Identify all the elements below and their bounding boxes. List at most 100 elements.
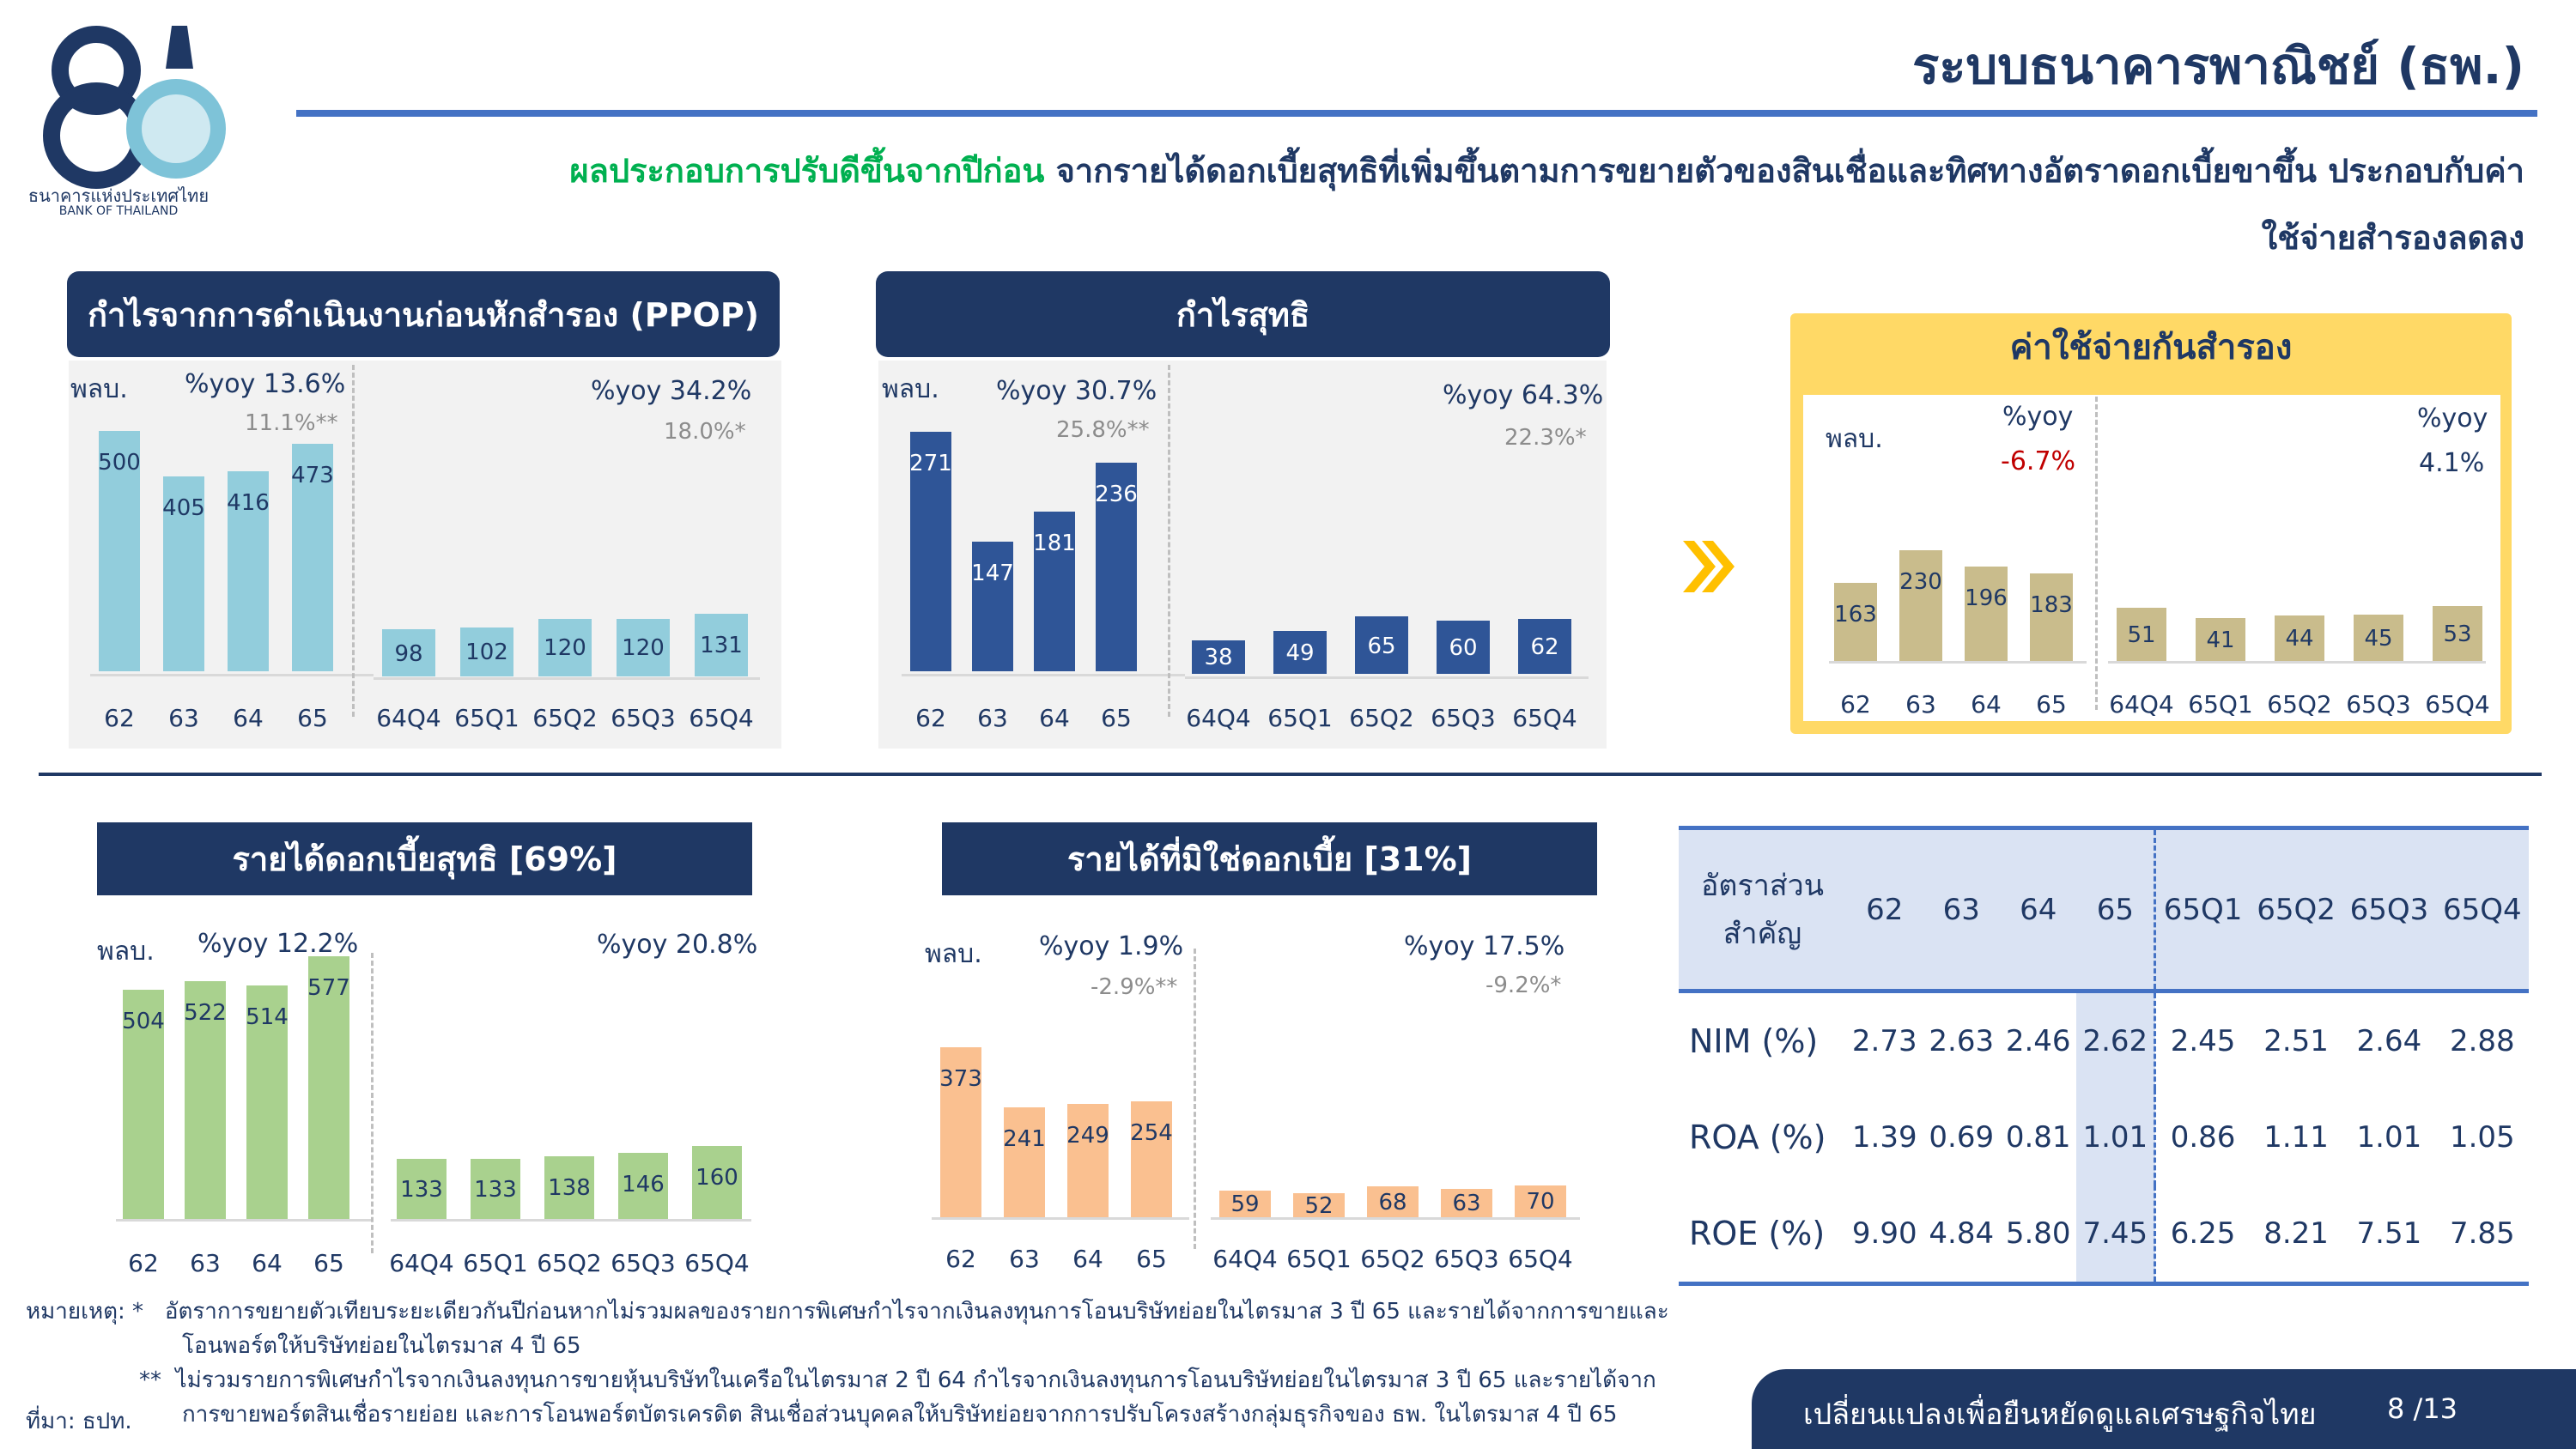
non_ii-bar — [1293, 1193, 1345, 1217]
ppop-x-tick: 64 — [233, 704, 264, 732]
provision-x-tick: 65Q3 — [2346, 690, 2411, 718]
non_ii-yoy-sub-quarterly: -9.2%* — [1485, 973, 1562, 998]
nii-data-label: 146 — [622, 1171, 665, 1197]
non_ii-x-tick: 65Q3 — [1434, 1245, 1499, 1273]
non_ii-data-label: 63 — [1452, 1191, 1481, 1217]
net_profit-x-tick: 62 — [915, 704, 946, 732]
non_ii-bar — [1131, 1101, 1172, 1217]
provision-bar — [2196, 618, 2245, 661]
footnote-2: ** ไม่รวมรายการพิเศษกำไรจากเงินลงทุนการข… — [26, 1363, 1743, 1397]
ppop-bar — [460, 627, 513, 676]
bank-name-th: ธนาคารแห่งประเทศไทย — [27, 185, 210, 206]
ppop-x-tick: 63 — [168, 704, 199, 732]
table-cell: 9.90 — [1846, 1185, 1923, 1286]
subtitle-highlight: ผลประกอบการปรับดีขึ้นจากปีก่อน — [569, 152, 1045, 190]
ppop-data-label: 120 — [544, 635, 586, 662]
nii-x-tick: 65 — [313, 1249, 344, 1277]
non_ii-bar — [1219, 1190, 1271, 1217]
table-cell: 7.51 — [2342, 1185, 2436, 1286]
provision-bar — [2117, 608, 2166, 661]
nii-yoy-quarterly: %yoy 20.8% — [597, 930, 758, 960]
nii-bar — [185, 981, 226, 1219]
nii-data-label: 514 — [246, 1003, 289, 1030]
table-cell: 2.51 — [2263, 1024, 2329, 1058]
non_ii-axis-line — [1211, 1217, 1580, 1220]
non_ii-x-tick: 65 — [1136, 1245, 1167, 1273]
non_ii-unit-label: พลบ. — [925, 939, 982, 969]
provision-x-tick: 65 — [2036, 690, 2067, 718]
ppop-bar — [228, 471, 269, 671]
ppop-x-tick: 65Q1 — [454, 704, 519, 732]
notes-label: หมายเหตุ: — [26, 1299, 125, 1325]
net_profit-divider — [1168, 365, 1170, 717]
provision-header: ค่าใช้จ่ายกันสำรอง — [2009, 328, 2293, 367]
ppop-divider — [352, 365, 355, 717]
net_profit-data-label: 49 — [1285, 640, 1315, 666]
ppop-data-label: 98 — [394, 640, 423, 667]
nii-data-label: 504 — [122, 1008, 165, 1034]
ppop-x-tick: 65Q2 — [532, 704, 598, 732]
non_ii-data-label: 52 — [1304, 1193, 1334, 1220]
nii-data-label: 138 — [548, 1174, 591, 1201]
provision-x-tick: 65Q4 — [2425, 690, 2490, 718]
net_profit-data-label: 62 — [1530, 634, 1559, 661]
provision-yoy-annual: -6.7% — [2001, 446, 2076, 476]
non_ii-x-tick: 64 — [1072, 1245, 1103, 1273]
table-cell: 0.81 — [2005, 1120, 2071, 1155]
non_ii-bar — [1367, 1185, 1419, 1217]
nii-data-label: 133 — [400, 1176, 443, 1203]
net_profit-x-tick: 64 — [1039, 704, 1070, 732]
col-header: 62 — [1846, 826, 1923, 993]
nii-bar — [397, 1158, 447, 1219]
col-header: 64 — [1999, 826, 2077, 993]
table-cell: 2.46 — [2005, 1024, 2071, 1058]
net_profit-bar — [1518, 619, 1571, 674]
provision-axis-line — [2108, 661, 2486, 664]
nii-x-tick: 62 — [128, 1249, 159, 1277]
footnote-2-cont: การขายพอร์ตสินเชื่อรายย่อย และการโอนพอร์… — [182, 1402, 1618, 1428]
net_profit-data-label: 181 — [1033, 530, 1076, 556]
non_ii-data-label: 59 — [1230, 1191, 1260, 1218]
nii-bar — [692, 1146, 742, 1219]
col-header: 65Q4 — [2435, 826, 2529, 993]
ppop-x-tick: 62 — [104, 704, 135, 732]
provision-bar — [2275, 615, 2324, 661]
non_ii-bar — [1004, 1107, 1045, 1217]
net_profit-bar — [972, 541, 1013, 671]
non_ii-yoy-sub-annual: -2.9%** — [1091, 974, 1178, 1000]
non-ii-header: รายได้ที่มิใช่ดอกเบี้ย [31%] — [942, 822, 1597, 895]
provision-x-tick: 62 — [1840, 690, 1871, 718]
provision-bar — [1834, 582, 1877, 661]
provision-x-tick: 64Q4 — [2109, 690, 2174, 718]
table-row: ROE (%) 9.90 4.84 5.80 7.45 6.25 8.21 7.… — [1679, 1185, 2529, 1286]
non_ii-yoy-annual: %yoy 1.9% — [1039, 931, 1184, 961]
subtitle-rest: จากรายได้ดอกเบี้ยสุทธิที่เพิ่มขึ้นตามการ… — [1044, 152, 2524, 257]
col-header: 63 — [1923, 826, 2000, 993]
nii-bar — [308, 956, 349, 1219]
nii-axis-line — [391, 1219, 751, 1222]
footnote-2-text: ไม่รวมรายการพิเศษกำไรจากเงินลงทุนการขายห… — [175, 1367, 1656, 1393]
ppop-data-label: 416 — [227, 490, 270, 517]
net_profit-data-label: 65 — [1367, 633, 1396, 659]
footer-bar — [1752, 1369, 2576, 1449]
non_ii-axis-line — [932, 1217, 1189, 1220]
net_profit-yoy-annual: %yoy 30.7% — [996, 376, 1157, 406]
section-divider — [39, 773, 2542, 776]
ppop-data-label: 405 — [162, 495, 205, 522]
ppop-bar — [695, 613, 748, 676]
ppop-data-label: 500 — [98, 450, 141, 476]
bank-name-en: BANK OF THAILAND — [58, 204, 179, 218]
footnote-1-text: อัตราการขยายตัวเทียบระยะเดียวกันปีก่อนหา… — [164, 1299, 1669, 1325]
nii-unit-label: พลบ. — [97, 937, 155, 967]
row-label: ROE (%) — [1679, 1185, 1846, 1286]
ppop-yoy-quarterly: %yoy 34.2% — [591, 376, 752, 406]
net_profit-data-label: 38 — [1204, 645, 1233, 671]
table-cell: 4.84 — [1923, 1185, 2000, 1286]
source-note: ที่มา: ธปท. — [26, 1409, 132, 1434]
table-cell: 2.73 — [1851, 1024, 1917, 1058]
ppop-bar — [99, 431, 140, 671]
nii-data-label: 160 — [696, 1165, 738, 1191]
provision-yoy-label-quarterly: %yoy — [2417, 403, 2488, 433]
nii-x-tick: 63 — [190, 1249, 221, 1277]
nii-x-tick: 65Q3 — [611, 1249, 676, 1277]
